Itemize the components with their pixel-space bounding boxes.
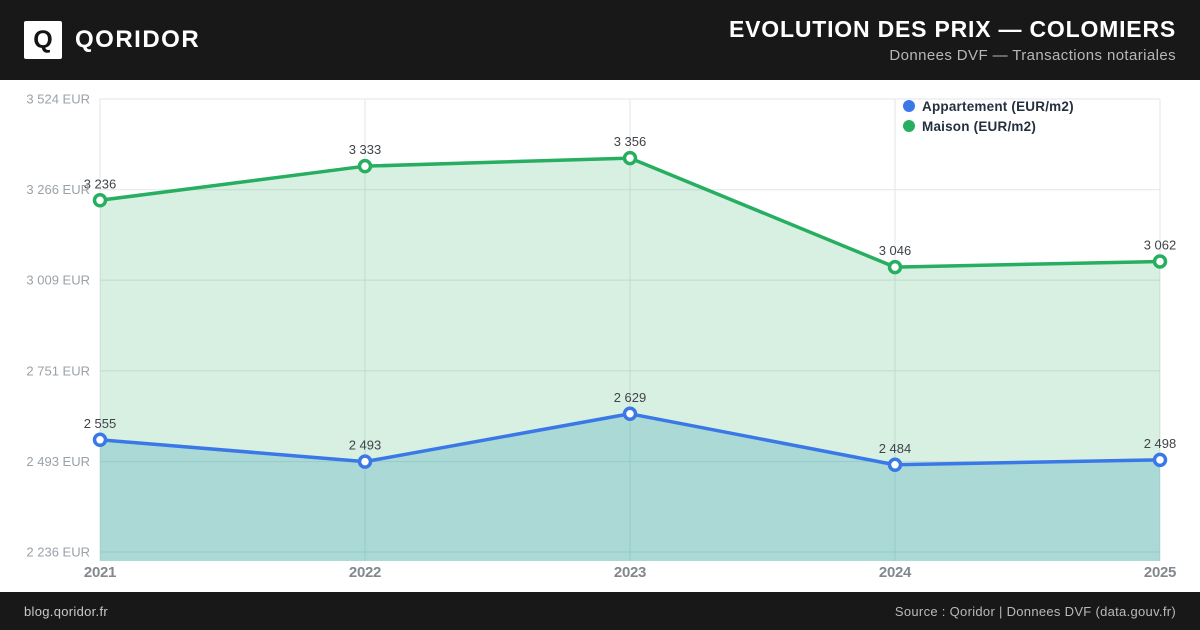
legend-item-appartement: Appartement (EUR/m2) [903,96,1074,116]
x-tick-label: 2025 [1144,564,1176,581]
footer-bar: blog.qoridor.fr Source : Qoridor | Donne… [0,592,1200,630]
appartement-point-marker [622,406,638,422]
maison-point-marker [622,150,638,166]
maison-point-label: 3 333 [349,142,382,157]
footer-source: Source : Qoridor | Donnees DVF (data.gou… [894,603,1176,619]
maison-point-marker [1152,254,1168,269]
legend-label-appartement: Appartement (EUR/m2) [922,98,1074,114]
maison-point-marker [92,193,108,208]
header-titles: EVOLUTION DES PRIX — COLOMIERS Donnees D… [729,16,1176,64]
appartement-markers [92,406,1168,473]
y-tick-label: 3 524 EUR [26,92,90,107]
maison-point-marker [887,259,903,275]
area-fills [100,158,1160,561]
maison-point-label: 3 356 [614,134,647,149]
maison-series-dot-icon [903,120,915,132]
brand: Q QORIDOR [24,21,200,59]
x-tick-label: 2021 [84,564,116,581]
y-tick-label: 2 751 EUR [26,363,90,378]
y-tick-label: 2 236 EUR [26,545,90,560]
x-tick-label: 2023 [614,564,646,581]
maison-point-label: 3 236 [84,176,117,191]
chart-legend: Appartement (EUR/m2) Maison (EUR/m2) [903,96,1074,136]
appartement-point-marker [887,457,903,473]
appartement-point-label: 2 555 [84,416,117,431]
appartement-point-label: 2 498 [1144,436,1177,451]
x-axis-labels: 2021 2022 2023 2024 2025 [84,564,1176,581]
appartement-point-label: 2 493 [349,438,382,453]
x-tick-label: 2024 [879,564,912,581]
legend-label-maison: Maison (EUR/m2) [922,118,1037,134]
page-subtitle: Donnees DVF — Transactions notariales [889,47,1176,64]
appartement-point-marker [92,432,108,448]
maison-point-label: 3 062 [1144,237,1177,252]
maison-point-label: 3 046 [879,243,912,258]
logo-letter: Q [33,25,53,54]
appartement-point-marker [1152,452,1168,468]
appartement-point-label: 2 484 [879,441,912,456]
footer-site-url: blog.qoridor.fr [24,603,108,619]
y-tick-label: 3 009 EUR [26,273,90,288]
appartement-area [100,413,1160,561]
y-axis-labels: 3 524 EUR 3 266 EUR 3 009 EUR 2 751 EUR 2 49… [26,92,90,560]
appartement-point-labels: 2 555 2 493 2 629 2 484 2 498 [84,390,1177,456]
brand-name: QORIDOR [75,26,201,53]
x-tick-label: 2022 [349,564,381,581]
price-evolution-chart: 2 555 2 493 2 629 2 484 2 498 3 236 3 333 3 356… [26,92,1177,582]
maison-point-labels: 3 236 3 333 3 356 3 046 3 062 [84,134,1177,258]
maison-markers [92,150,1168,275]
y-tick-label: 2 493 EUR [26,454,90,469]
appartement-point-marker [357,454,373,469]
y-tick-label: 3 266 EUR [26,182,90,197]
v-gridlines [99,99,1161,561]
page-title: EVOLUTION DES PRIX — COLOMIERS [729,16,1176,42]
maison-point-marker [357,158,373,174]
appartement-point-label: 2 629 [614,390,647,405]
chart-area: 2 555 2 493 2 629 2 484 2 498 3 236 3 333 3 356… [0,80,1200,592]
legend-item-maison: Maison (EUR/m2) [903,116,1074,136]
appartement-series-dot-icon [903,100,915,112]
header-bar: Q QORIDOR EVOLUTION DES PRIX — COLOMIERS… [0,0,1200,80]
qoridor-logo-icon: Q [24,21,62,59]
